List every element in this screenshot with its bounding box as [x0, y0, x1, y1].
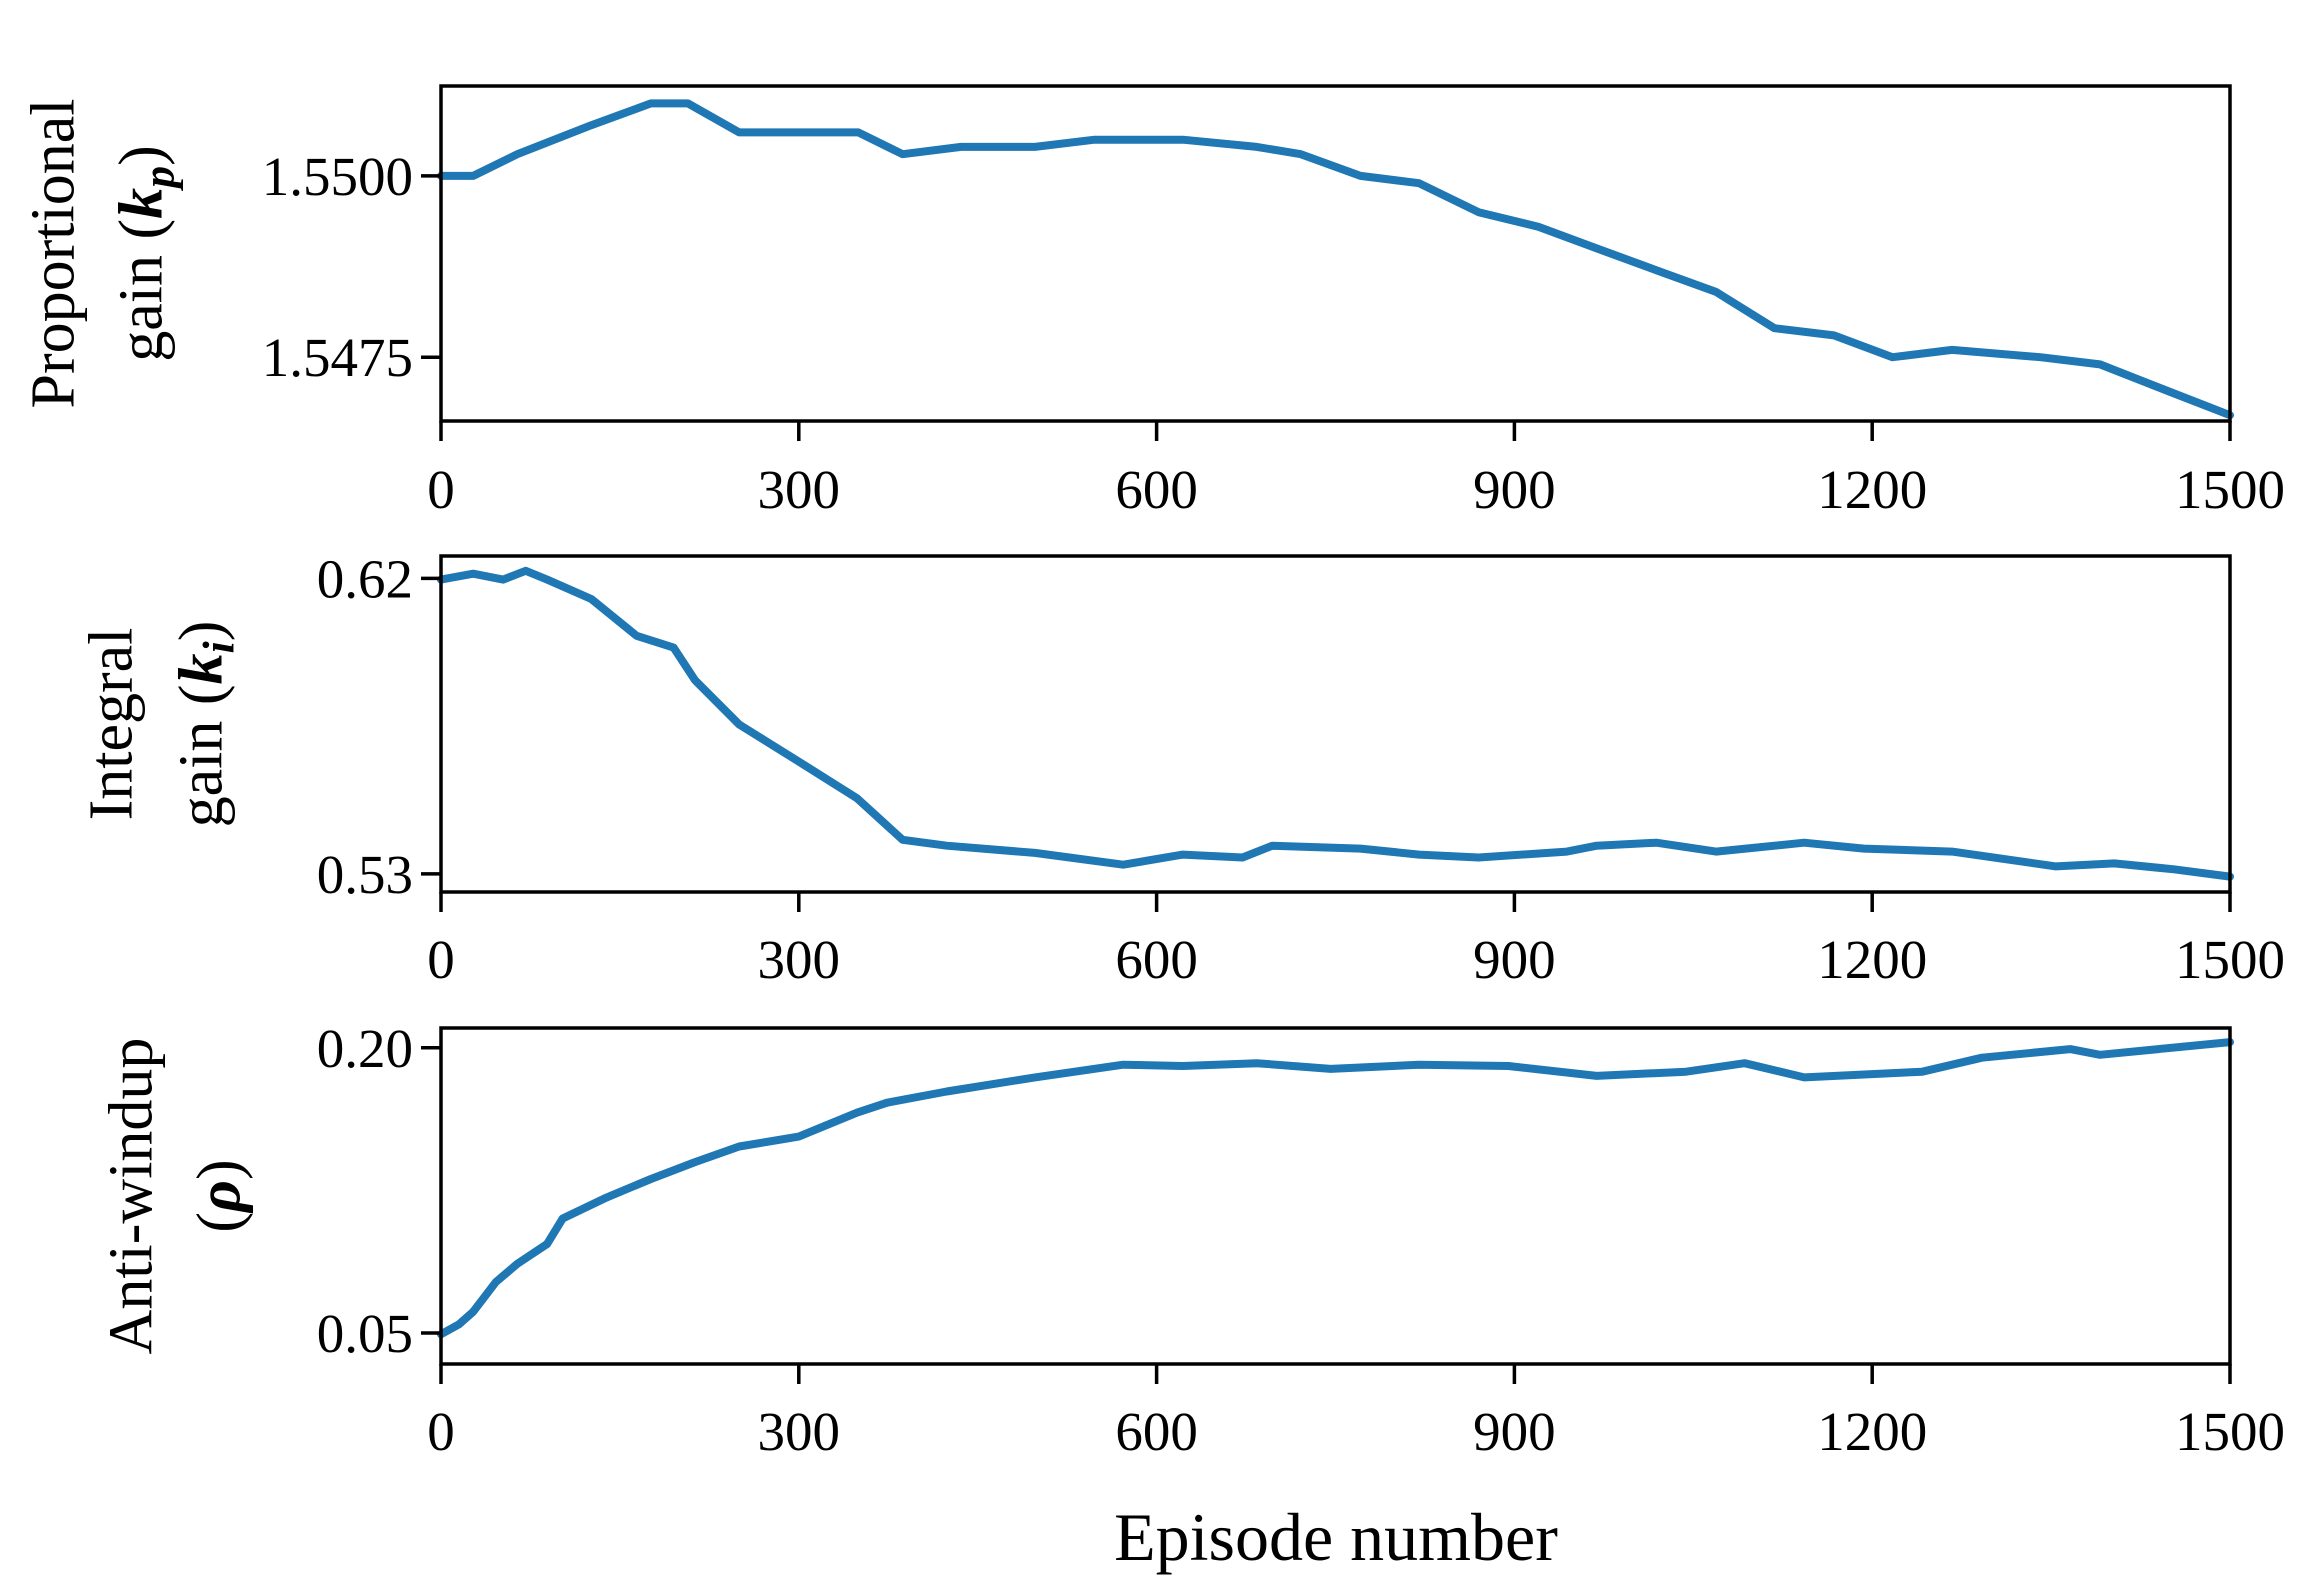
y-tick-label: 1.5500 [262, 146, 413, 207]
axes-frame [439, 84, 2232, 423]
y-tick-label: 0.05 [317, 1303, 413, 1364]
x-tick-label: 1200 [1817, 459, 1927, 520]
x-tick-label: 1500 [2175, 929, 2285, 990]
axes-frame [439, 1026, 2232, 1366]
x-tick-label: 1200 [1817, 1401, 1927, 1462]
series-line-k_i [437, 566, 2234, 881]
x-tick-label: 300 [758, 459, 841, 520]
subplot-2: 0 300 600 900 1200 1500 0.53 0.62 Integral gain (… [78, 548, 2285, 990]
x-tick-label: 600 [1115, 1401, 1198, 1462]
x-tick-label: 600 [1115, 459, 1198, 520]
y-axis-title-line2: gain (ki) [168, 621, 244, 828]
subplot-3: 0 300 600 900 1200 1500 0.05 0.20 Anti-windup (ρ) [98, 1018, 2285, 1462]
y-tick-label: 0.20 [317, 1018, 413, 1079]
x-tick-label: 600 [1115, 929, 1198, 990]
y-axis-title-line2: gain (kp) [108, 145, 184, 362]
x-tick-label: 900 [1473, 929, 1556, 990]
x-tick-label: 0 [427, 1401, 455, 1462]
subplot-1: 0 300 600 900 1200 1500 1.5475 1.5500 Proportion… [20, 84, 2285, 520]
y-axis-title-line1: Proportional [20, 99, 88, 409]
series-line-k_p [437, 99, 2234, 420]
x-tick-label: 0 [427, 459, 455, 520]
x-tick-label: 1200 [1817, 929, 1927, 990]
series-line-rho [437, 1038, 2234, 1339]
y-tick-label: 0.53 [317, 844, 413, 905]
y-axis-title-line2: (ρ) [186, 1159, 254, 1232]
axes-frame [439, 554, 2232, 894]
x-axis-title: Episode number [1114, 1499, 1558, 1575]
x-tick-label: 1500 [2175, 459, 2285, 520]
x-tick-label: 1500 [2175, 1401, 2285, 1462]
y-tick-label: 0.62 [317, 548, 413, 609]
x-tick-label: 900 [1473, 459, 1556, 520]
x-tick-label: 900 [1473, 1401, 1556, 1462]
x-tick-label: 300 [758, 929, 841, 990]
x-tick-label: 0 [427, 929, 455, 990]
y-axis-title-line1: Anti-windup [98, 1038, 166, 1355]
x-tick-label: 300 [758, 1401, 841, 1462]
y-axis-title-line1: Integral [78, 628, 146, 821]
y-tick-label: 1.5475 [262, 327, 413, 388]
